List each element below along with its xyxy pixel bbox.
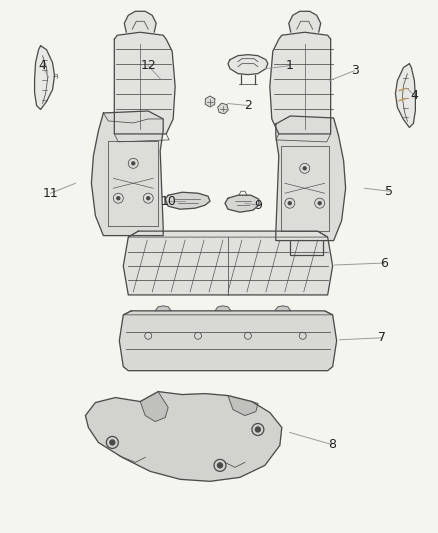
Text: 5: 5	[385, 185, 393, 198]
Polygon shape	[270, 32, 331, 134]
Text: 2: 2	[244, 99, 252, 112]
Text: 8: 8	[328, 438, 336, 451]
Circle shape	[218, 463, 223, 468]
Polygon shape	[165, 192, 210, 209]
Polygon shape	[205, 96, 215, 107]
Text: 6: 6	[381, 256, 389, 270]
Polygon shape	[289, 11, 321, 32]
Text: 12: 12	[140, 59, 156, 72]
Polygon shape	[140, 392, 168, 422]
Text: 4: 4	[39, 59, 46, 72]
Text: 11: 11	[42, 187, 58, 200]
Circle shape	[255, 427, 260, 432]
Text: 9: 9	[254, 199, 262, 212]
Circle shape	[132, 162, 135, 165]
Polygon shape	[215, 306, 231, 311]
Polygon shape	[276, 116, 346, 240]
Text: 4: 4	[410, 89, 418, 102]
Polygon shape	[114, 32, 175, 134]
Text: 10: 10	[160, 195, 176, 208]
Polygon shape	[396, 63, 415, 127]
Polygon shape	[275, 306, 291, 311]
Text: 3: 3	[351, 64, 359, 77]
Text: 1: 1	[286, 59, 294, 72]
Polygon shape	[124, 11, 156, 32]
Circle shape	[147, 197, 150, 200]
Circle shape	[110, 440, 115, 445]
Text: 7: 7	[378, 332, 386, 344]
Polygon shape	[225, 195, 259, 212]
Polygon shape	[124, 231, 332, 295]
Circle shape	[117, 197, 120, 200]
Polygon shape	[228, 395, 258, 416]
Circle shape	[318, 201, 321, 205]
Polygon shape	[35, 46, 54, 109]
Polygon shape	[155, 306, 171, 311]
Polygon shape	[228, 55, 268, 75]
Polygon shape	[218, 103, 228, 114]
Polygon shape	[85, 392, 282, 481]
Circle shape	[288, 201, 291, 205]
Polygon shape	[119, 311, 337, 370]
Polygon shape	[92, 111, 163, 236]
Circle shape	[303, 167, 306, 170]
